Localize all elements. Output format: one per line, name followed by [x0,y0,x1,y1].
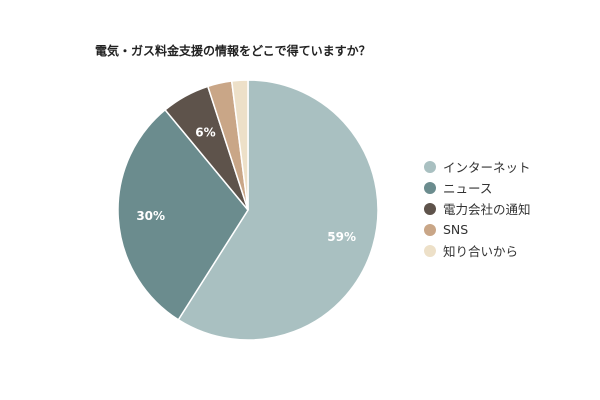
legend-item-1: ニュース [424,177,531,198]
pie-slice-4 [230,79,249,211]
legend-label-4: 知り合いから [443,244,519,259]
legend: インターネット ニュース電力会社の通知 SNS 知り合いから [424,156,531,261]
legend-label-2: 電力会社の通知 [443,202,531,217]
legend-item-4: 知り合いから [424,240,531,261]
pie-label-2: 6% [195,126,215,140]
pie-labels: 59% 30% 6% [136,126,356,245]
legend-item-3: SNS [424,219,531,240]
legend-swatch-1 [424,181,436,194]
legend-item-0: インターネット [424,156,531,177]
legend-swatch-4 [424,244,436,257]
legend-swatch-0 [424,160,436,173]
pie-slice-1 [117,108,249,321]
pie-slices [117,79,379,341]
legend-item-2: 電力会社の通知 [424,198,531,219]
legend-swatch-3 [424,223,436,236]
pie-slice-0 [177,79,379,341]
chart-title: 電気・ガス料金支援の情報をどこで得ていますか？ [95,44,371,58]
pie-label-0: 59% [327,230,356,244]
pie-label-1: 30% [136,209,165,223]
legend-swatch-2 [424,202,436,215]
legend-label-3: SNS [443,222,469,237]
legend-label-1: ニュース [443,181,493,196]
legend-label-0: インターネット [443,160,531,175]
